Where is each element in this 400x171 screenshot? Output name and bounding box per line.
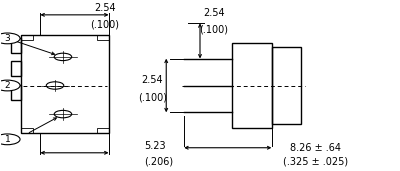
- Text: 2: 2: [4, 81, 10, 90]
- Text: 3: 3: [4, 34, 10, 43]
- Bar: [11, 61, 21, 76]
- Text: (.206): (.206): [144, 156, 174, 166]
- Text: (.100): (.100): [200, 25, 228, 35]
- Bar: [21, 35, 33, 40]
- Bar: [21, 35, 109, 133]
- Circle shape: [0, 33, 20, 44]
- Text: (.100): (.100): [90, 20, 119, 30]
- Text: 8.26 ± .64: 8.26 ± .64: [290, 143, 341, 153]
- Bar: [97, 35, 109, 40]
- Text: 2.54: 2.54: [203, 8, 225, 18]
- Circle shape: [0, 134, 20, 145]
- Bar: [97, 128, 109, 133]
- Text: (.325 ± .025): (.325 ± .025): [283, 156, 348, 166]
- Bar: [21, 128, 33, 133]
- Text: 5.23: 5.23: [144, 141, 166, 151]
- Bar: [11, 85, 21, 100]
- Bar: [11, 38, 21, 53]
- Text: 1: 1: [4, 135, 10, 144]
- Bar: [272, 47, 301, 124]
- Circle shape: [0, 80, 20, 91]
- Text: 2.54: 2.54: [94, 3, 116, 13]
- Bar: [232, 43, 272, 128]
- Text: (.100): (.100): [138, 92, 167, 102]
- Text: 2.54: 2.54: [142, 75, 163, 85]
